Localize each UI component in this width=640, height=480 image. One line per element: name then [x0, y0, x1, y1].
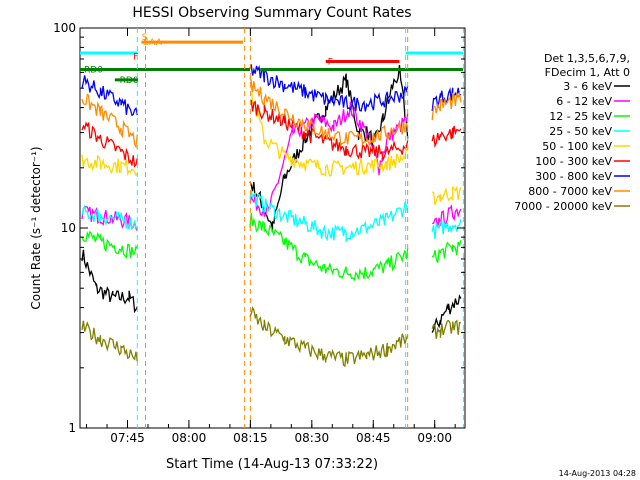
- legend-entry-7: 800 - 7000 keV: [528, 185, 612, 198]
- series-4-segment-2: [431, 185, 462, 206]
- series-2: [81, 213, 462, 282]
- flag-label-7: RD0: [84, 66, 103, 76]
- legend-entry-8: 7000 - 20000 keV: [514, 200, 612, 213]
- legend-header-1: FDecim 1, Att 0: [545, 66, 630, 79]
- series-6-segment-1: [249, 63, 409, 112]
- legend: Det 1,3,5,6,7,9,FDecim 1, Att 03 - 6 keV…: [514, 52, 630, 213]
- series-0-segment-2: [431, 294, 462, 333]
- series-layer: [81, 63, 462, 368]
- series-7-segment-0: [81, 93, 138, 149]
- series-7: [81, 77, 462, 149]
- x-tick-label-4: 08:45: [356, 431, 391, 445]
- series-8-segment-0: [81, 320, 138, 362]
- chart-title: HESSI Observing Summary Count Rates: [132, 5, 411, 21]
- legend-entry-1: 6 - 12 keV: [556, 95, 612, 108]
- flag-label-9: S: [142, 33, 148, 43]
- y-tick-label-1: 10: [61, 221, 76, 235]
- series-7-segment-1: [249, 77, 409, 147]
- series-5-segment-2: [431, 125, 462, 149]
- x-tick-label-1: 08:00: [172, 431, 207, 445]
- series-8: [81, 305, 462, 368]
- flag-label-1: F: [328, 57, 333, 67]
- series-3-segment-1: [249, 189, 409, 243]
- series-0-segment-0: [81, 249, 138, 314]
- legend-entry-5: 100 - 300 keV: [535, 155, 612, 168]
- y-tick-label-2: 100: [53, 21, 76, 35]
- axis-layer: 07:45 08:00 08:15 08:30 08:45 09:00 1 10 100: [53, 21, 465, 445]
- legend-entry-4: 50 - 100 keV: [542, 140, 612, 153]
- series-8-segment-1: [249, 305, 409, 368]
- series-3: [81, 189, 462, 243]
- x-tick-label-0: 07:45: [110, 431, 145, 445]
- series-8-segment-2: [431, 319, 462, 339]
- series-3-segment-2: [431, 219, 462, 240]
- legend-entry-2: 12 - 25 keV: [549, 110, 612, 123]
- legend-entry-3: 25 - 50 keV: [549, 125, 612, 138]
- series-2-segment-1: [249, 213, 409, 282]
- series-4: [81, 83, 462, 206]
- x-axis-label: Start Time (14-Aug-13 07:33:22): [166, 457, 378, 472]
- legend-entry-6: 300 - 800 keV: [535, 170, 612, 183]
- x-tick-label-2: 08:15: [233, 431, 268, 445]
- flag-label-8: RD0: [120, 76, 139, 86]
- series-6-segment-0: [81, 75, 138, 117]
- x-tick-label-3: 08:30: [295, 431, 330, 445]
- series-2-segment-0: [81, 230, 138, 259]
- flag-label-10: F: [133, 53, 138, 63]
- series-2-segment-2: [431, 240, 462, 263]
- y-axis-label: Count Rate (s⁻¹ detector⁻¹): [29, 146, 43, 309]
- series-1-segment-1: [249, 101, 409, 218]
- y-tick-label-0: 1: [68, 421, 76, 435]
- series-3-segment-0: [81, 204, 138, 231]
- flag-label-0: SAA: [143, 38, 162, 48]
- series-4-segment-1: [249, 83, 409, 178]
- series-5-segment-0: [81, 121, 138, 168]
- series-7-segment-2: [431, 91, 462, 121]
- x-tick-label-5: 09:00: [417, 431, 452, 445]
- series-4-segment-0: [81, 154, 138, 177]
- legend-entry-0: 3 - 6 keV: [563, 80, 612, 93]
- legend-header-0: Det 1,3,5,6,7,9,: [544, 52, 630, 65]
- footer-timestamp: 14-Aug-2013 04:28: [559, 469, 636, 478]
